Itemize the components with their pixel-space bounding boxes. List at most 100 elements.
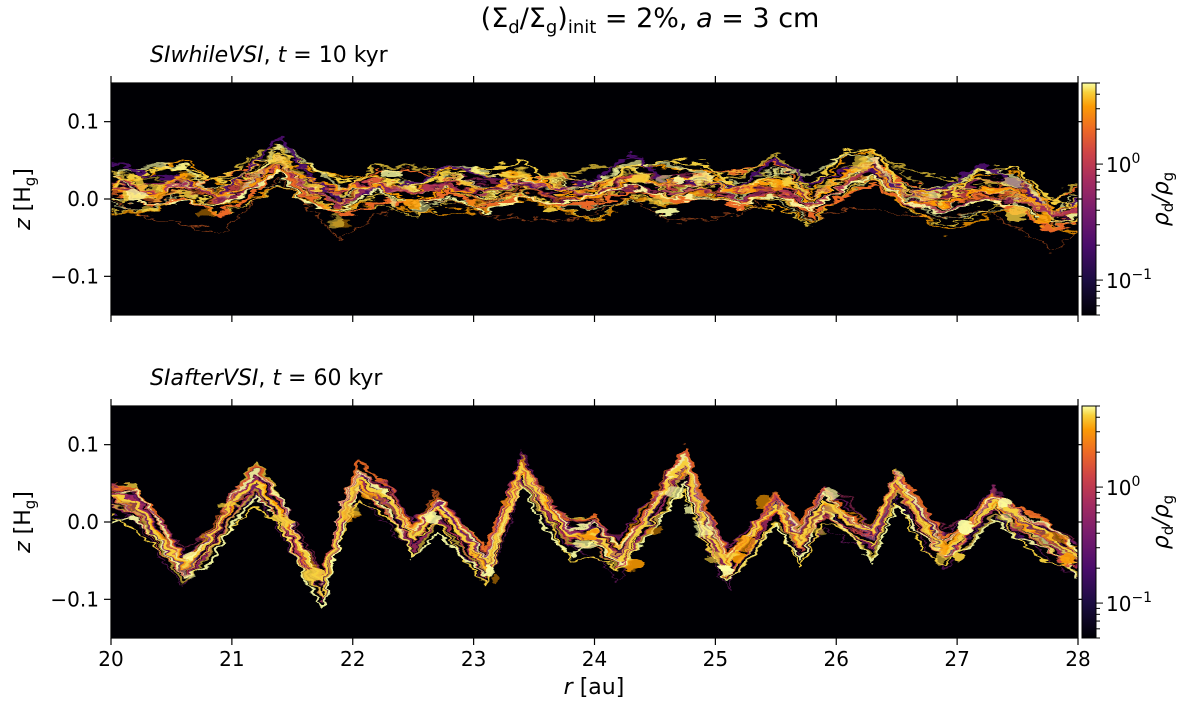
dust-clump	[824, 506, 845, 516]
dust-clump	[575, 539, 599, 549]
dust-filament	[111, 458, 1078, 584]
plot-frame	[110, 405, 1079, 639]
dust-clump	[515, 169, 531, 182]
dust-clump	[152, 189, 166, 196]
plot-frame	[110, 82, 1079, 316]
dust-clump	[654, 209, 678, 217]
dust-clump	[133, 174, 144, 185]
x-tick-label: 25	[703, 647, 728, 671]
x-tick-label: 20	[98, 647, 123, 671]
panel-bottom-colorbar	[1081, 405, 1097, 639]
dust-clump	[852, 158, 871, 172]
dust-clump	[776, 506, 787, 515]
dust-clump	[500, 173, 523, 179]
colorbar-tick-label: 10−1	[1106, 267, 1152, 293]
dust-clump	[124, 189, 149, 201]
dust-clump	[802, 529, 825, 535]
y-tick-label: −0.1	[50, 264, 99, 288]
dust-clump	[705, 555, 721, 564]
dust-clump	[270, 515, 294, 525]
dust-clump	[662, 487, 684, 498]
dust-filament	[111, 453, 1078, 585]
dust-clump	[484, 563, 494, 577]
dust-clump	[215, 503, 240, 509]
dust-clump	[645, 525, 665, 534]
dust-clump	[337, 505, 361, 519]
figure-title: (Σd/Σg)init = 2%, a = 3 cm	[481, 3, 820, 38]
dust-clump	[1000, 176, 1022, 188]
panel-bottom-dust-layer	[111, 445, 1078, 610]
panel-bottom-y-ticks: −0.1 0.0 0.1	[50, 433, 1082, 611]
panel-bottom-colorbar-ticks: 100 10−1	[1096, 405, 1152, 639]
dust-clump	[770, 181, 784, 192]
y-tick-label: −0.1	[50, 587, 99, 611]
x-tick-label: 28	[1065, 647, 1090, 671]
x-tick-label: 26	[824, 647, 849, 671]
dust-clump	[734, 536, 757, 551]
dust-clump	[1034, 213, 1052, 225]
y-tick-label: 0.0	[67, 510, 99, 534]
colorbar-tick-label: 10−1	[1106, 590, 1152, 616]
dust-clump	[403, 199, 421, 210]
dust-clump	[692, 522, 715, 536]
dust-filament	[111, 144, 1078, 203]
panel-bottom-x-ticks: 20 21 22 23 24 25 26 27 28	[98, 399, 1091, 671]
y-tick-label: 0.1	[67, 110, 99, 134]
dust-clump	[578, 531, 601, 539]
panel-bottom: SIafterVSI, t = 60 kyr 20 21 22 23 24 25 26 27 2…	[11, 366, 1177, 671]
dust-clump	[935, 551, 945, 566]
dust-clump	[502, 495, 509, 510]
dust-clump	[545, 175, 566, 184]
panel-bottom-title: SIafterVSI, t = 60 kyr	[150, 366, 383, 391]
panel-bottom-ylabel: z [Hg]	[11, 491, 39, 554]
panel-top-title: SIwhileVSI, t = 10 kyr	[150, 43, 389, 68]
dust-clump	[179, 170, 191, 183]
dust-clump	[138, 206, 156, 211]
x-tick-label: 22	[340, 647, 365, 671]
dust-clump	[1060, 555, 1074, 565]
dust-clump	[1044, 534, 1068, 541]
colorbar-tick-label: 100	[1106, 151, 1140, 177]
dust-clump	[544, 206, 555, 214]
dust-clump	[328, 216, 341, 230]
dust-clump	[1001, 513, 1012, 524]
y-tick-label: 0.1	[67, 433, 99, 457]
dust-clump	[734, 551, 743, 564]
dust-clump	[1012, 198, 1019, 208]
panel-top-colorbar-label: ρd/ρg	[1149, 172, 1177, 226]
dust-filament	[111, 166, 1078, 211]
dust-clump	[362, 490, 375, 501]
panel-bottom-colorbar-label: ρd/ρg	[1149, 495, 1177, 549]
dust-clump	[995, 498, 1013, 508]
dust-clump	[197, 209, 218, 218]
x-tick-label: 23	[461, 647, 486, 671]
dust-clump	[212, 188, 224, 200]
dust-clump	[939, 542, 948, 555]
dust-clump	[895, 470, 903, 478]
dust-filament	[111, 449, 1078, 577]
y-tick-label: 0.0	[67, 187, 99, 211]
panel-top-ylabel: z [Hg]	[11, 168, 39, 231]
x-tick-label: 24	[582, 647, 607, 671]
x-tick-label: 21	[219, 647, 244, 671]
dust-clump	[957, 520, 976, 535]
dust-clump	[305, 567, 324, 581]
panel-top-colorbar	[1081, 82, 1097, 316]
dust-clump	[719, 563, 733, 573]
dust-filament	[111, 184, 1078, 234]
x-tick-label: 27	[944, 647, 969, 671]
dust-clump	[387, 197, 395, 208]
dust-filament	[111, 169, 1078, 224]
dust-clump	[754, 494, 771, 508]
panel-top-dust-layer	[111, 135, 1078, 252]
panel-top-colorbar-ticks: 100 10−1	[1096, 82, 1152, 316]
dust-clump	[269, 152, 284, 157]
dust-clump	[181, 572, 195, 579]
dust-clump	[715, 551, 737, 559]
panel-top-x-ticks	[110, 76, 1079, 322]
panel-top: SIwhileVSI, t = 10 kyr −0.1 0.0 0.1 z [Hg]…	[11, 43, 1177, 322]
dust-clump	[683, 508, 694, 515]
dust-clump	[184, 551, 194, 562]
dust-clump	[266, 156, 291, 167]
x-axis-label: r [au]	[564, 675, 625, 700]
